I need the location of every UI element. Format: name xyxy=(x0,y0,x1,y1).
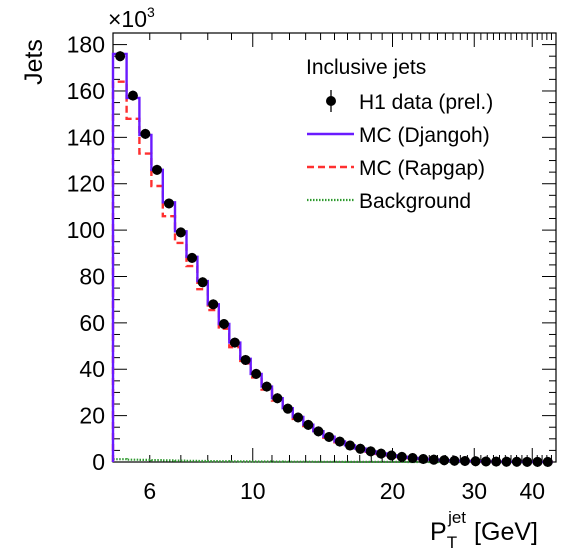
data-point xyxy=(293,412,304,423)
data-point xyxy=(240,354,251,365)
y-tick-label: 80 xyxy=(79,263,105,289)
legend-item: H1 data (prel.) xyxy=(326,90,493,114)
x-axis-label: PTjet [GeV] xyxy=(430,508,538,550)
data-point xyxy=(303,419,314,430)
y-axis-label: Jets xyxy=(20,39,48,85)
data-point xyxy=(522,456,533,467)
y-axis-ticks: 0 20 40 60 80 100 120 140 160 180 xyxy=(67,32,556,475)
data-point xyxy=(152,164,163,175)
y-tick-label: 100 xyxy=(67,217,105,243)
x-tick-label: 20 xyxy=(380,478,406,504)
data-point xyxy=(282,403,293,414)
y-axis-multiplier: ×103 xyxy=(108,4,155,32)
data-point xyxy=(324,431,335,442)
x-axis-label-main: P xyxy=(430,518,447,546)
data-point xyxy=(439,455,450,466)
series-mc-djangoh-line xyxy=(111,52,553,464)
y-tick-label: 160 xyxy=(67,78,105,104)
legend-label: MC (Djangoh) xyxy=(359,124,490,147)
data-point xyxy=(407,453,418,464)
y-tick-label: 140 xyxy=(67,124,105,150)
data-point xyxy=(470,456,481,467)
data-point xyxy=(428,454,439,465)
data-point xyxy=(355,443,366,454)
data-point xyxy=(491,456,502,467)
legend-label: Background xyxy=(359,190,471,213)
data-point xyxy=(229,337,240,348)
data-point xyxy=(334,436,345,447)
legend-title: Inclusive jets xyxy=(306,56,426,79)
data-point xyxy=(140,128,151,139)
legend-label: MC (Rapgap) xyxy=(359,157,485,180)
data-point xyxy=(459,456,470,467)
x-axis-label-sub: T xyxy=(447,533,457,550)
data-point xyxy=(251,368,262,379)
data-point xyxy=(163,198,174,209)
legend-item: Background xyxy=(307,190,471,213)
x-tick-label: 10 xyxy=(240,478,266,504)
data-point xyxy=(187,252,198,263)
legend-label: H1 data (prel.) xyxy=(359,91,493,114)
data-point xyxy=(272,393,283,404)
x-tick-label: 6 xyxy=(143,478,156,504)
legend: Inclusive jets H1 data (prel.) MC (Django… xyxy=(306,56,493,213)
data-point xyxy=(532,456,543,467)
data-point xyxy=(480,456,491,467)
data-point xyxy=(418,453,429,464)
y-multiplier-base: ×10 xyxy=(108,6,147,32)
series-background-line xyxy=(111,458,553,464)
x-tick-label: 40 xyxy=(519,478,545,504)
data-point xyxy=(449,455,460,466)
y-tick-label: 180 xyxy=(67,32,105,58)
x-axis-label-sup: jet xyxy=(447,508,466,527)
x-tick-label: 30 xyxy=(461,478,487,504)
data-point xyxy=(511,456,522,467)
data-point xyxy=(127,90,138,101)
y-tick-label: 40 xyxy=(79,356,105,382)
data-point xyxy=(261,381,272,392)
data-point xyxy=(197,277,208,288)
data-point xyxy=(365,446,376,457)
x-axis-label-unit: [GeV] xyxy=(474,518,538,546)
legend-marker-point xyxy=(326,96,336,106)
y-tick-label: 120 xyxy=(67,171,105,197)
data-point xyxy=(175,227,186,238)
data-point xyxy=(115,51,126,62)
y-tick-label: 20 xyxy=(79,403,105,429)
data-point xyxy=(218,319,229,330)
data-point xyxy=(376,448,387,459)
data-point xyxy=(386,450,397,461)
data-point xyxy=(501,456,512,467)
data-point xyxy=(396,451,407,462)
data-point xyxy=(542,456,553,467)
y-tick-label: 0 xyxy=(92,449,105,475)
data-point xyxy=(345,440,356,451)
legend-item: MC (Djangoh) xyxy=(307,124,490,147)
series-layer xyxy=(111,51,553,467)
data-point xyxy=(208,299,219,310)
data-point xyxy=(313,426,324,437)
y-tick-label: 60 xyxy=(79,310,105,336)
legend-item: MC (Rapgap) xyxy=(307,157,485,180)
y-multiplier-exponent: 3 xyxy=(147,4,155,20)
